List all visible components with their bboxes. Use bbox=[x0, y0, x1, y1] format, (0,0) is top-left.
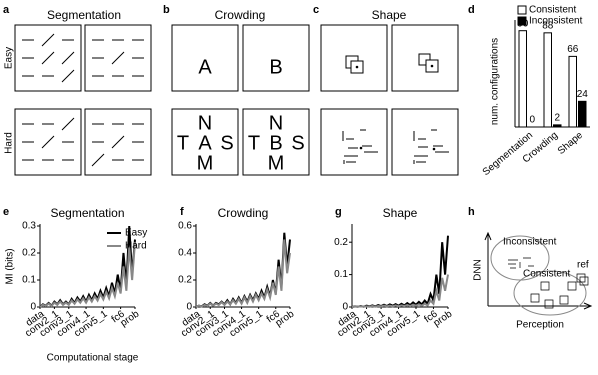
bar bbox=[543, 32, 552, 128]
stimulus-box bbox=[171, 108, 239, 176]
letter: B bbox=[269, 132, 282, 154]
segment bbox=[111, 135, 125, 149]
y-axis-label: num. configurations bbox=[490, 38, 501, 125]
bar bbox=[553, 124, 562, 128]
segment bbox=[41, 51, 55, 65]
segment bbox=[41, 135, 55, 149]
stimulus-box bbox=[242, 108, 310, 176]
y-tick-label: 0.6 bbox=[178, 221, 192, 232]
stimulus-box bbox=[242, 24, 310, 92]
line bbox=[39, 225, 136, 308]
letter: T bbox=[177, 132, 189, 154]
legend-swatch bbox=[517, 5, 527, 15]
panel-label: b bbox=[163, 4, 170, 16]
group-label: Inconsistent bbox=[503, 237, 557, 248]
segment bbox=[61, 117, 75, 131]
y-axis-label: MI (bits) bbox=[5, 248, 16, 284]
axis-label: DNN bbox=[473, 259, 484, 281]
bar bbox=[578, 100, 587, 128]
x-axis-label: Computational stage bbox=[47, 353, 139, 364]
legend-label: Hard bbox=[125, 241, 147, 252]
letter: S bbox=[220, 132, 233, 154]
y-tick-label: 0.1 bbox=[22, 275, 36, 286]
panel-title: Segmentation bbox=[47, 8, 121, 22]
letter: N bbox=[198, 112, 212, 134]
letter: A bbox=[198, 56, 212, 78]
y-tick-label: 0.4 bbox=[178, 248, 192, 259]
axis-label: Perception bbox=[516, 320, 564, 331]
stimulus-box bbox=[391, 108, 459, 176]
letter: M bbox=[197, 152, 214, 174]
x-tick-label: Shape bbox=[556, 130, 586, 157]
y-tick-label: 0 bbox=[342, 302, 348, 313]
letter: M bbox=[268, 152, 285, 174]
bar bbox=[518, 30, 527, 128]
schematic bbox=[484, 231, 593, 316]
stimulus-box bbox=[171, 24, 239, 92]
legend-label: Inconsistent bbox=[529, 16, 583, 27]
segment bbox=[61, 69, 75, 83]
line bbox=[195, 239, 291, 308]
chart-title: Shape bbox=[383, 206, 418, 220]
group-label: ref bbox=[577, 260, 589, 271]
value-label: 24 bbox=[577, 89, 589, 100]
panel-label: d bbox=[468, 4, 475, 16]
value-label: 88 bbox=[542, 20, 554, 31]
y-tick-label: 0.2 bbox=[334, 237, 348, 248]
y-tick-label: 0.1 bbox=[334, 269, 348, 280]
line bbox=[39, 242, 136, 308]
segment bbox=[41, 33, 55, 47]
line bbox=[351, 235, 449, 308]
row-label: Easy bbox=[4, 47, 15, 69]
segment bbox=[111, 51, 125, 65]
panel-label: f bbox=[180, 206, 184, 218]
legend-label: Consistent bbox=[529, 5, 576, 16]
segment bbox=[91, 153, 105, 167]
panel-label: h bbox=[468, 206, 475, 218]
y-tick-label: 0 bbox=[30, 302, 36, 313]
y-tick-label: 0 bbox=[186, 302, 192, 313]
y-tick-label: 0.2 bbox=[22, 248, 36, 259]
bar bbox=[568, 55, 577, 128]
stimulus-boxes bbox=[14, 24, 459, 176]
shape-icons bbox=[342, 53, 449, 164]
chart-title: Crowding bbox=[218, 206, 269, 220]
legend-swatch bbox=[517, 16, 527, 26]
segment bbox=[61, 51, 75, 65]
stimulus-box bbox=[320, 108, 388, 176]
value-label: 66 bbox=[567, 44, 579, 55]
letter: T bbox=[248, 132, 260, 154]
panel-label: g bbox=[335, 206, 342, 218]
line bbox=[351, 274, 449, 308]
line bbox=[195, 232, 291, 308]
letter: B bbox=[269, 56, 282, 78]
y-tick-label: 0.3 bbox=[22, 221, 36, 232]
panel-title: Crowding bbox=[215, 8, 266, 22]
row-label: Hard bbox=[4, 132, 15, 154]
chart-title: Segmentation bbox=[50, 206, 124, 220]
letter: S bbox=[291, 132, 304, 154]
value-label: 0 bbox=[529, 115, 535, 126]
letter: A bbox=[198, 132, 212, 154]
panel-label: c bbox=[313, 4, 319, 16]
panel-label: a bbox=[3, 4, 10, 16]
group-label: Consistent bbox=[523, 269, 570, 280]
y-tick-label: 0.2 bbox=[178, 275, 192, 286]
letter: N bbox=[269, 112, 283, 134]
value-label: 2 bbox=[554, 113, 560, 124]
legend-label: Easy bbox=[125, 228, 147, 239]
panel-title: Shape bbox=[372, 8, 407, 22]
panel-label: e bbox=[3, 206, 9, 218]
